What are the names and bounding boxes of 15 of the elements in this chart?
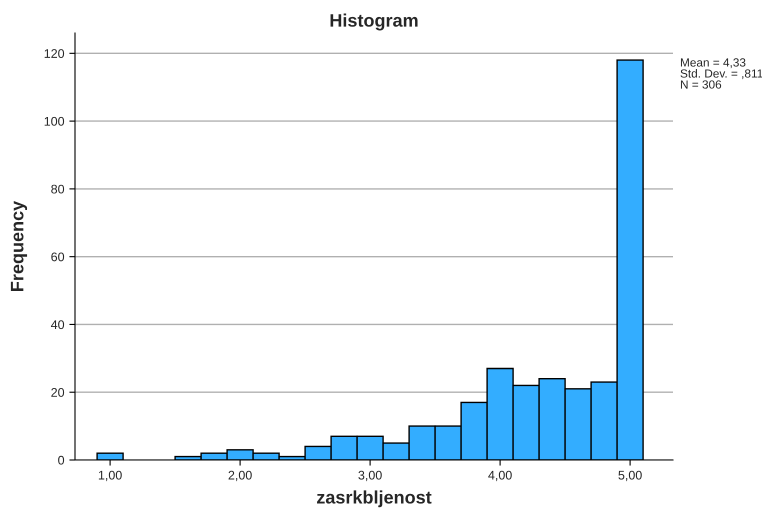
y-tick-label: 120 xyxy=(44,49,64,58)
y-tick-label: 60 xyxy=(51,252,64,262)
x-tick-label: 1,00 xyxy=(98,470,122,482)
chart-title: Histogram xyxy=(330,14,418,30)
y-axis-title: Frequency xyxy=(10,200,28,291)
x-tick-label: 3,00 xyxy=(358,470,382,482)
x-tick-label: 4,00 xyxy=(488,470,512,482)
y-tick-label: 80 xyxy=(51,184,64,194)
y-tick-label: 20 xyxy=(51,388,64,397)
x-tick-label: 5,00 xyxy=(618,470,642,482)
y-tick-label: 0 xyxy=(58,456,64,465)
x-axis-title: zasrkbljenost xyxy=(317,490,432,508)
y-tick-label: 100 xyxy=(44,116,64,126)
y-tick-label: 40 xyxy=(50,320,64,330)
x-tick-label: 2,00 xyxy=(228,470,252,482)
